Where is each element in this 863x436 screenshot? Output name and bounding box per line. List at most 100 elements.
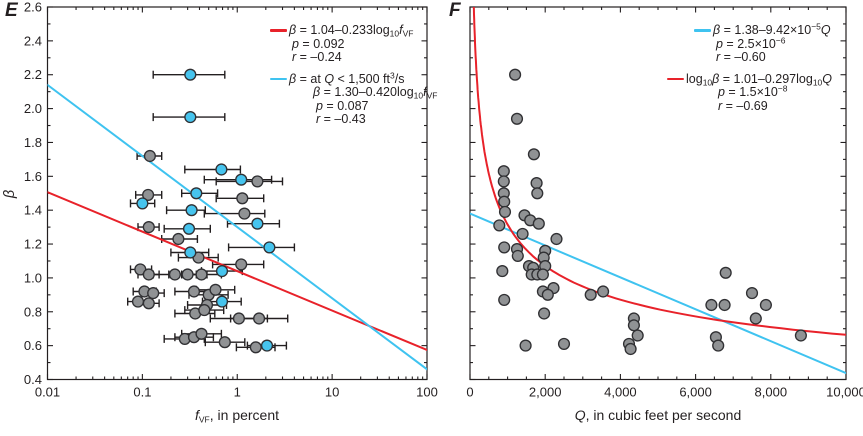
data-point (510, 112, 524, 125)
data-point (759, 298, 772, 312)
data-point (705, 298, 718, 312)
text-segment: = 0.087 (322, 98, 369, 113)
text-segment: f (194, 407, 199, 423)
legend-swatch-line (270, 29, 287, 32)
data-point (215, 295, 229, 308)
plot-frame (469, 6, 847, 381)
text-segment: VF (198, 414, 210, 425)
legend-text: β = 1.04–0.233log10fVF (270, 23, 437, 38)
data-point (187, 285, 201, 298)
y-tick-label: 0.4 (24, 372, 42, 387)
data-point (142, 297, 155, 310)
text-segment: Q (820, 23, 831, 37)
text-segment: f (399, 23, 403, 37)
legend-row: β = 1.30–0.420log10fVF (270, 85, 437, 101)
x-tick-label: 8,000 (755, 385, 788, 400)
data-point (142, 221, 155, 234)
data-point (493, 219, 506, 232)
legend-row: p = 2.5×10−6 (660, 34, 832, 52)
data-point (198, 304, 211, 317)
data-point (215, 163, 228, 176)
legend-text: r = –0.43 (270, 112, 437, 127)
y-tick-label: 2.2 (24, 67, 42, 82)
text-segment: = –0.24 (296, 50, 342, 64)
data-point (496, 265, 509, 278)
x-tick-label: 10 (325, 385, 339, 400)
legend-text: β = 1.38–9.42×10−5Q (660, 22, 832, 38)
text-segment: log (686, 71, 703, 86)
y-tick-label: 2.6 (24, 0, 42, 15)
text-segment: = 1.04–0.233log (296, 23, 390, 37)
data-point (131, 295, 145, 308)
data-point (498, 195, 511, 208)
legend-row: log10β = 1.01–0.297log10Q (660, 71, 833, 86)
data-point (251, 217, 264, 230)
legend-text: p = 0.087 (270, 98, 437, 114)
text-segment: Q (574, 407, 586, 423)
text-segment: = 1.5×10 (724, 85, 778, 99)
data-point (168, 268, 181, 281)
data-point (712, 339, 725, 352)
text-segment: f (423, 85, 427, 99)
x-tick-label: 1 (234, 385, 241, 400)
legend-row: p = 0.092 (270, 36, 437, 52)
text-segment: = 1.01–0.297log (719, 71, 813, 86)
series-all-sites (493, 68, 807, 356)
legend-F: β = 1.38–9.42×10−5Q p = 2.5×10−6 r = –0.60… (660, 22, 833, 113)
text-segment: r (316, 112, 321, 126)
data-point (541, 288, 554, 301)
text-segment: β (713, 23, 721, 37)
data-point (749, 312, 762, 325)
data-point (719, 266, 732, 279)
data-point (260, 339, 274, 352)
text-segment: −6 (775, 34, 786, 45)
data-point (627, 319, 640, 332)
data-point (745, 287, 759, 300)
y-tick-labels: 0.4 0.6 0.8 1.0 1.2 1.4 1.6 1.8 2.0 2.2 2.4 2.6 (24, 0, 42, 387)
data-point (215, 265, 229, 278)
legend-text: p = 2.5×10−6 (660, 34, 832, 52)
text-segment: < 1,500 ft (334, 71, 390, 86)
data-point (236, 192, 249, 205)
x-axis-title-E: fVF, in percent (47, 407, 427, 425)
markers (131, 68, 276, 354)
data-point (195, 327, 208, 340)
data-point (251, 175, 264, 188)
data-point (536, 268, 549, 281)
legend-text: r = –0.60 (660, 50, 832, 65)
text-segment: r (716, 50, 721, 64)
y-tick-label: 0.8 (24, 304, 42, 319)
data-point (172, 232, 185, 246)
data-point (249, 341, 262, 354)
data-point (498, 205, 512, 218)
y-tick-label: 1.8 (24, 135, 42, 150)
legend-row: p = 1.5×10−8 (660, 84, 832, 100)
text-segment: = 0.092 (298, 36, 345, 51)
text-segment: 10 (413, 90, 424, 101)
data-point (516, 227, 529, 240)
fit-line-loglog-fit (472, 7, 846, 336)
data-point (531, 187, 544, 200)
y-tick-label: 2.4 (24, 33, 42, 48)
scatter-panel-F: 0 2,000 4,000 6,000 8,000 10,000 (466, 6, 863, 400)
x-tick-label: 0 (466, 385, 473, 400)
y-tick-label: 1.4 (24, 203, 42, 218)
data-point (624, 342, 637, 356)
scatter-panel-E: 0.01 0.1 1 10 100 0.4 0.6 0.8 1.0 1.2 1.4 1.6 1.8 2.0… (24, 0, 438, 400)
data-point (263, 241, 276, 254)
data-point (597, 285, 610, 298)
text-segment: β (289, 71, 297, 86)
x-tick-labels: 0.01 0.1 1 10 100 (35, 385, 438, 400)
text-segment: = –0.69 (722, 98, 768, 113)
legend-row: r = –0.60 (660, 50, 832, 65)
data-point (497, 175, 510, 188)
legend-text: p = 0.092 (270, 36, 437, 52)
data-point (235, 173, 248, 186)
data-point (498, 293, 511, 306)
text-segment: β (712, 71, 720, 86)
text-segment: β (289, 23, 297, 37)
text-segment: Q (822, 71, 833, 86)
legend-row: p = 0.087 (270, 98, 437, 114)
